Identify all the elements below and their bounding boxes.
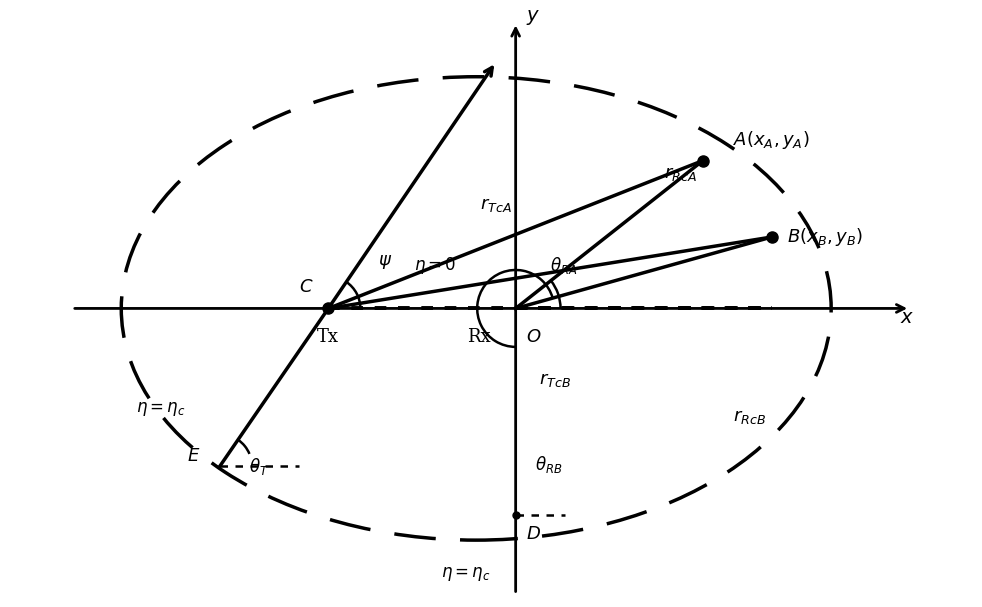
Text: $\eta = 0$: $\eta = 0$ [414, 256, 457, 276]
Text: $E$: $E$ [187, 447, 200, 466]
Text: $y$: $y$ [525, 8, 540, 27]
Text: $A(x_A, y_A)$: $A(x_A, y_A)$ [733, 129, 809, 151]
Text: $\psi$: $\psi$ [378, 254, 392, 271]
Text: $O$: $O$ [525, 328, 541, 346]
Text: $\eta = \eta_c$: $\eta = \eta_c$ [136, 401, 186, 418]
Text: Tx: Tx [317, 328, 340, 346]
Text: $D$: $D$ [525, 525, 540, 543]
Text: $r_{RcA}$: $r_{RcA}$ [664, 164, 696, 183]
Text: $B(x_B, y_B)$: $B(x_B, y_B)$ [787, 226, 862, 248]
Text: $\theta_T$: $\theta_T$ [249, 456, 269, 477]
Text: Rx: Rx [467, 328, 491, 346]
Text: $\eta = \eta_c$: $\eta = \eta_c$ [442, 565, 491, 583]
Text: $C$: $C$ [299, 278, 313, 296]
Text: $x$: $x$ [900, 310, 914, 327]
Text: $r_{RcB}$: $r_{RcB}$ [733, 408, 766, 426]
Text: $r_{TcB}$: $r_{TcB}$ [539, 371, 572, 389]
Text: $r_{TcA}$: $r_{TcA}$ [480, 196, 512, 214]
Text: $\theta_{RA}$: $\theta_{RA}$ [550, 256, 577, 276]
Text: $\theta_{RB}$: $\theta_{RB}$ [535, 454, 563, 475]
